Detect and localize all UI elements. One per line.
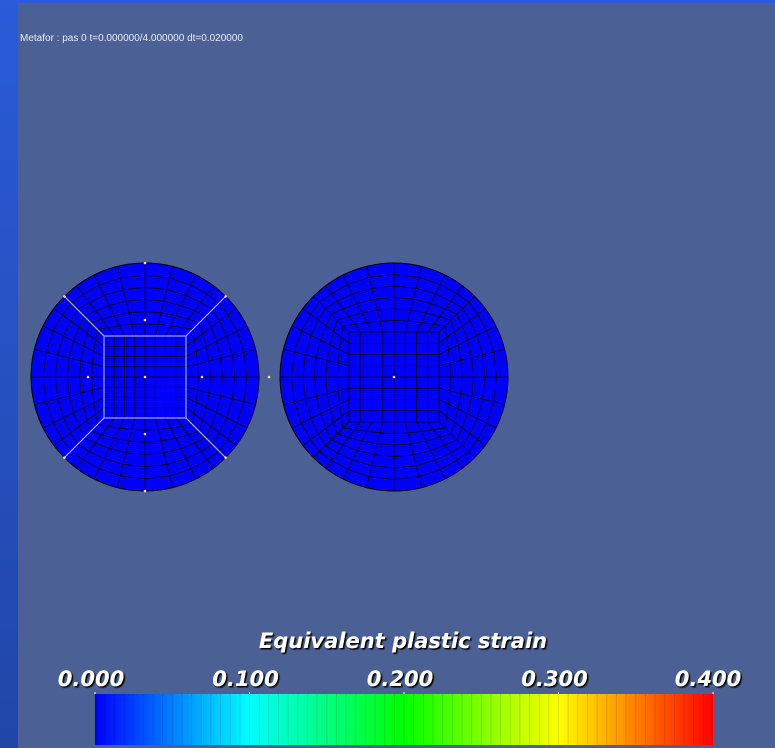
- geometry-point: [224, 456, 227, 459]
- top-strip: [0, 0, 775, 3]
- geometry-point: [144, 490, 147, 493]
- geometry-point: [63, 456, 66, 459]
- tick-label: 0.400: [675, 667, 741, 691]
- geometry-point: [87, 376, 90, 379]
- geometry-point: [224, 295, 227, 298]
- side-strip: [0, 0, 18, 748]
- tick-label: 0.000: [58, 667, 124, 691]
- geometry-point: [144, 376, 147, 379]
- geometry-point: [144, 433, 147, 436]
- status-text: Metafor : pas 0 t=0.000000/4.000000 dt=0…: [20, 33, 243, 44]
- geometry-point: [393, 376, 396, 379]
- geometry-point: [144, 262, 147, 265]
- geometry-point: [201, 376, 204, 379]
- tick-label: 0.200: [367, 667, 433, 691]
- geometry-point: [268, 376, 271, 379]
- tick-label: 0.300: [521, 667, 587, 691]
- geometry-point: [63, 295, 66, 298]
- tick-label: 0.100: [212, 667, 278, 691]
- viewport: Metafor : pas 0 t=0.000000/4.000000 dt=0…: [0, 0, 775, 748]
- colorbar-title: Equivalent plastic strain: [259, 629, 547, 653]
- geometry-point: [144, 319, 147, 322]
